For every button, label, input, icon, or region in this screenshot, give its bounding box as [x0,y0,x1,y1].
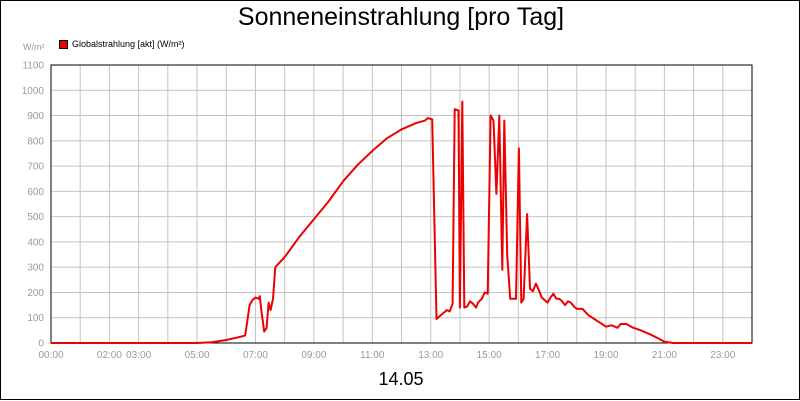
y-tick-label: 0 [38,339,44,350]
legend: Globalstrahlung [akt] (W/m²) [59,39,185,49]
y-tick-label: 1000 [22,86,45,97]
chart-title: Sonneneinstrahlung [pro Tag] [237,3,565,31]
x-axis-caption: 14.05 [378,369,424,389]
y-tick-label: 400 [27,237,44,248]
y-tick-label: 900 [27,111,44,122]
x-tick-label: 07:00 [243,350,268,361]
x-tick-label: 03:00 [126,350,151,361]
x-tick-label: 15:00 [477,350,502,361]
legend-swatch [59,39,68,49]
y-tick-label: 1100 [22,61,44,72]
y-tick-label: 600 [27,187,44,198]
x-tick-label: 05:00 [185,350,210,361]
y-tick-label: 300 [27,263,44,274]
x-tick-label: 00:00 [38,350,63,361]
x-tick-label: 19:00 [593,350,618,361]
x-tick-label: 02:00 [97,350,122,361]
y-tick-label: 500 [27,212,44,223]
y-tick-label: 200 [27,288,44,299]
y-tick-label: 700 [27,162,44,173]
legend-label: Globalstrahlung [akt] (W/m²) [72,39,185,49]
x-tick-label: 17:00 [535,350,560,361]
plot-border [50,64,753,344]
x-tick-label: 13:00 [418,350,443,361]
y-axis-unit: W/m² [23,42,45,52]
x-tick-label: 21:00 [652,350,677,361]
x-tick-label: 23:00 [710,350,735,361]
x-tick-label: 11:00 [360,350,385,361]
y-tick-label: 800 [27,136,44,147]
series-line [51,100,752,344]
x-tick-label: 09:00 [301,350,326,361]
y-tick-label: 100 [27,313,44,324]
